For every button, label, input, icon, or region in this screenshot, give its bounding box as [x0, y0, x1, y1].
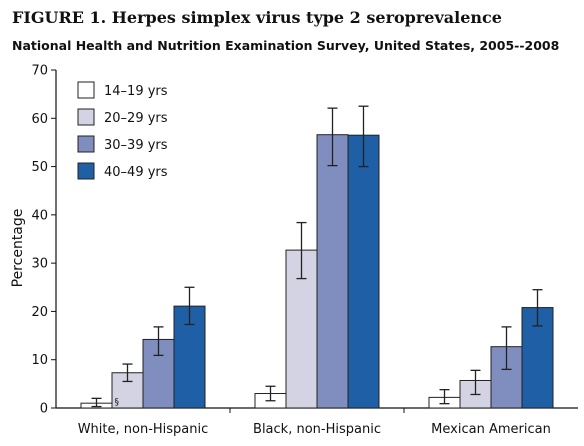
- y-tick-label: 0: [40, 402, 48, 417]
- y-tick-label: 40: [31, 208, 48, 223]
- y-axis-label: Percentage: [10, 209, 26, 288]
- legend-swatch: [77, 108, 95, 126]
- y-tick-label: 50: [31, 160, 48, 175]
- bar: [316, 134, 349, 409]
- chart-subtitle: National Health and Nutrition Examinatio…: [12, 38, 560, 53]
- legend-label: 14–19 yrs: [104, 84, 168, 99]
- y-tick-label: 60: [31, 112, 48, 127]
- y-tick-label: 70: [31, 64, 48, 79]
- legend-swatch: [77, 162, 95, 180]
- y-tick-label: 30: [31, 257, 48, 272]
- x-tick-label: White, non-Hispanic: [78, 422, 209, 437]
- legend-swatch: [77, 135, 95, 153]
- legend-label: 20–29 yrs: [104, 111, 168, 126]
- legend-swatch: [77, 81, 95, 99]
- x-tick-label: Mexican American: [431, 422, 551, 437]
- legend-label: 30–39 yrs: [104, 138, 168, 153]
- y-tick-label: 10: [31, 353, 48, 368]
- footnote-mark: §: [115, 397, 120, 407]
- legend-label: 40–49 yrs: [104, 165, 168, 180]
- bar: [347, 134, 380, 409]
- y-tick-label: 20: [31, 305, 48, 320]
- chart-title: FIGURE 1. Herpes simplex virus type 2 se…: [12, 8, 502, 27]
- x-tick-label: Black, non-Hispanic: [253, 422, 381, 437]
